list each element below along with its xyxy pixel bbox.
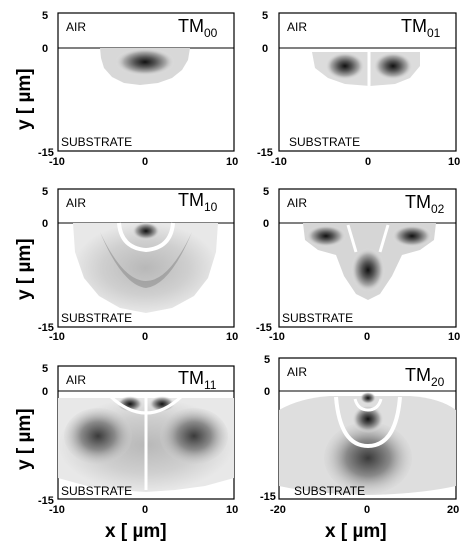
air-label: AIR [66,373,86,387]
substrate-label: SUBSTRATE [61,135,132,149]
x-tick: -10 [271,156,287,168]
nodal-ring [117,222,175,253]
field-middle-lobe [352,405,384,433]
nodal-line-left [346,224,358,253]
x-axis-label-right: x [ µm] [325,521,387,542]
y-axis-label-row3: y [ µm] [14,408,35,470]
field-lobe-lower-right [160,408,228,464]
nodal-ring-inner [353,398,383,412]
mode-label: TM02 [405,192,445,216]
y-tick: 5 [42,363,48,375]
panel-tm20: AIR SUBSTRATE TM20 5 0 -15 -20 0 20 [260,354,459,516]
y-tick: 0 [263,218,269,230]
y-tick: -15 [38,495,54,507]
mode-label: TM20 [405,365,445,389]
nodal-arc [108,394,184,415]
substrate-label: SUBSTRATE [61,484,132,498]
substrate-label: SUBSTRATE [294,484,365,498]
x-axis-label-left: x [ µm] [105,521,167,542]
x-tick: 0 [364,331,370,343]
air-label: AIR [287,196,307,210]
mode-label: TM10 [178,190,218,214]
x-tick: 0 [142,504,148,516]
y-tick: 5 [263,186,269,198]
x-tick: 0 [365,156,371,168]
substrate-label: SUBSTRATE [61,311,132,325]
y-tick: 5 [264,354,270,366]
field-core-lobe [132,222,160,240]
x-tick: -20 [270,504,286,516]
x-tick: 10 [448,331,460,343]
field-outer-lobe [73,223,218,313]
x-tick: 10 [226,331,238,343]
panel-tm11: AIR SUBSTRATE TM11 5 0 -15 -10 0 10 [38,363,238,516]
y-tick: -15 [256,322,272,334]
nodal-line-right [378,224,390,253]
field-lobe-bottom [351,248,385,292]
y-tick: -15 [260,491,276,503]
y-tick: 0 [42,218,48,230]
y-tick: 0 [42,43,48,55]
mode-label: TM00 [178,16,218,40]
y-axis-label-row2: y [ µm] [14,238,35,300]
mode-label: TM01 [401,16,441,40]
field-lobe-left [325,52,365,80]
panel-tm10: AIR SUBSTRATE TM10 5 0 -15 -10 0 10 [38,186,238,343]
panel-tm00: AIR SUBSTRATE TM00 5 0 -15 -10 0 10 [38,10,238,168]
y-tick: -15 [38,322,54,334]
x-tick: -10 [49,156,65,168]
field-outer-lobe [324,422,412,494]
x-tick: -10 [49,504,65,516]
air-label: AIR [287,365,307,379]
y-tick: -15 [38,147,54,159]
y-tick: -15 [257,147,273,159]
x-tick: 10 [226,156,238,168]
air-label: AIR [66,196,86,210]
x-tick: 0 [142,156,148,168]
x-tick: 10 [448,156,460,168]
x-tick: 10 [226,504,238,516]
x-tick: -10 [49,331,65,343]
y-tick: 0 [262,43,268,55]
substrate-label: SUBSTRATE [289,135,360,149]
field-lobe-left [306,225,346,247]
y-axis-label-row1: y [ µm] [14,68,35,130]
field-core-lobe [360,392,376,404]
y-tick: 5 [262,10,268,22]
x-tick: 0 [142,331,148,343]
substrate-label: SUBSTRATE [282,311,353,325]
x-tick: 0 [364,504,370,516]
field-lobe-right [373,52,413,80]
y-tick: 0 [264,386,270,398]
field-lobe-right [392,225,432,247]
y-tick: 5 [42,186,48,198]
x-tick: -10 [269,331,285,343]
panel-tm01: AIR SUBSTRATE TM01 5 0 -15 -10 0 10 [257,10,460,168]
air-label: AIR [66,20,86,34]
field-lobe-lower-left [64,408,132,464]
nodal-ring-outer [334,396,402,449]
y-tick: 5 [42,10,48,22]
mode-label: TM11 [178,368,217,392]
air-label: AIR [287,20,307,34]
field-lobe [115,48,175,76]
panel-tm02: AIR SUBSTRATE TM02 5 0 -15 -10 0 10 [256,186,460,343]
x-tick: 20 [447,504,459,516]
y-tick: 0 [42,386,48,398]
